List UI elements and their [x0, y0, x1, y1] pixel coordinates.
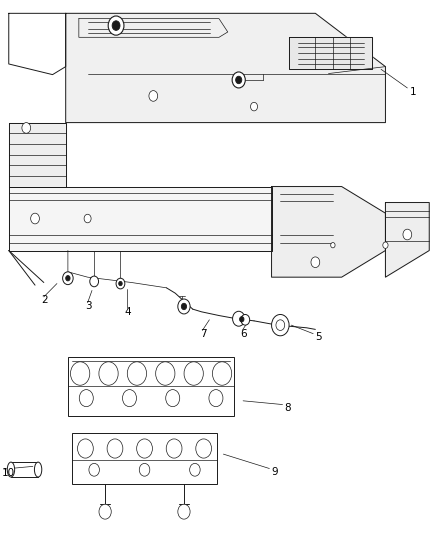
Circle shape	[63, 272, 73, 285]
Circle shape	[403, 229, 412, 240]
Polygon shape	[385, 203, 429, 277]
Polygon shape	[9, 123, 66, 187]
Circle shape	[139, 463, 150, 476]
Circle shape	[331, 243, 335, 248]
Text: 9: 9	[272, 467, 278, 477]
Circle shape	[212, 362, 232, 385]
Circle shape	[272, 314, 289, 336]
Circle shape	[251, 102, 258, 111]
Circle shape	[181, 303, 187, 310]
Circle shape	[178, 504, 190, 519]
Polygon shape	[289, 37, 372, 69]
Ellipse shape	[7, 462, 14, 477]
Polygon shape	[9, 187, 272, 251]
Circle shape	[90, 276, 99, 287]
Circle shape	[78, 439, 93, 458]
Circle shape	[241, 314, 250, 325]
Circle shape	[209, 390, 223, 407]
Circle shape	[232, 72, 245, 88]
Circle shape	[240, 317, 244, 322]
Circle shape	[236, 76, 242, 84]
Circle shape	[155, 362, 175, 385]
Circle shape	[66, 276, 70, 281]
Circle shape	[190, 463, 200, 476]
Circle shape	[31, 213, 39, 224]
Circle shape	[196, 439, 212, 458]
Bar	[72, 433, 217, 484]
Circle shape	[116, 278, 125, 289]
Text: 4: 4	[125, 307, 131, 317]
Text: 10: 10	[2, 468, 15, 478]
Ellipse shape	[35, 462, 42, 477]
Circle shape	[311, 257, 320, 268]
Circle shape	[112, 21, 120, 30]
Circle shape	[149, 91, 158, 101]
Bar	[68, 357, 234, 416]
Text: 1: 1	[410, 87, 416, 96]
Polygon shape	[66, 13, 385, 123]
Circle shape	[79, 390, 93, 407]
Circle shape	[123, 390, 137, 407]
Circle shape	[178, 299, 190, 314]
Text: 6: 6	[240, 329, 247, 339]
Polygon shape	[9, 13, 66, 75]
Bar	[11, 462, 38, 477]
Circle shape	[108, 16, 124, 35]
Circle shape	[99, 362, 118, 385]
Circle shape	[233, 311, 245, 326]
Text: 2: 2	[42, 295, 48, 305]
Circle shape	[119, 281, 122, 286]
Circle shape	[99, 504, 111, 519]
Text: 7: 7	[201, 329, 207, 339]
Circle shape	[184, 362, 203, 385]
Circle shape	[71, 362, 90, 385]
Circle shape	[166, 390, 180, 407]
Circle shape	[89, 463, 99, 476]
Circle shape	[276, 320, 285, 330]
Circle shape	[383, 242, 388, 248]
Text: 8: 8	[285, 403, 291, 413]
Polygon shape	[272, 187, 385, 277]
Text: 5: 5	[315, 332, 322, 342]
Text: 3: 3	[85, 302, 92, 311]
Circle shape	[127, 362, 147, 385]
Circle shape	[107, 439, 123, 458]
Circle shape	[137, 439, 152, 458]
Circle shape	[166, 439, 182, 458]
Circle shape	[84, 214, 91, 223]
Circle shape	[22, 123, 31, 133]
